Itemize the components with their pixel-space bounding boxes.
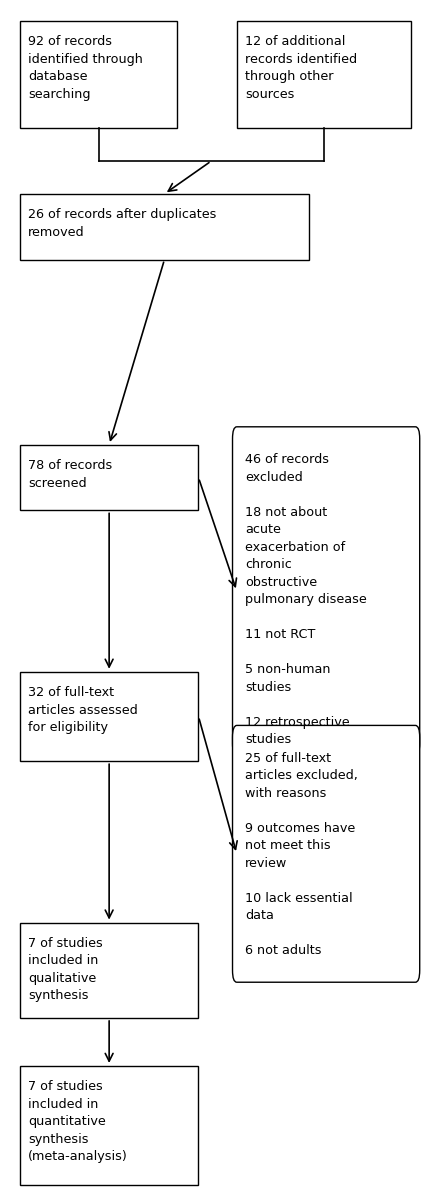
Text: 92 of records
identified through
database
searching: 92 of records identified through databas… [28, 35, 143, 101]
Text: 32 of full-text
articles assessed
for eligibility: 32 of full-text articles assessed for el… [28, 686, 138, 734]
Text: 7 of studies
included in
qualitative
synthesis: 7 of studies included in qualitative syn… [28, 937, 103, 1002]
Text: 78 of records
screened: 78 of records screened [28, 460, 112, 490]
Text: 12 of additional
records identified
through other
sources: 12 of additional records identified thro… [245, 35, 356, 101]
FancyBboxPatch shape [20, 672, 198, 761]
Text: 7 of studies
included in
quantitative
synthesis
(meta-analysis): 7 of studies included in quantitative sy… [28, 1080, 128, 1163]
FancyBboxPatch shape [236, 20, 410, 128]
FancyBboxPatch shape [20, 1066, 198, 1186]
Text: 26 of records after duplicates
removed: 26 of records after duplicates removed [28, 209, 216, 239]
Text: 46 of records
excluded

18 not about
acute
exacerbation of
chronic
obstructive
p: 46 of records excluded 18 not about acut… [245, 454, 366, 746]
Text: 25 of full-text
articles excluded,
with reasons

9 outcomes have
not meet this
r: 25 of full-text articles excluded, with … [245, 751, 357, 958]
FancyBboxPatch shape [20, 20, 177, 128]
FancyBboxPatch shape [232, 726, 419, 983]
FancyBboxPatch shape [232, 427, 419, 755]
FancyBboxPatch shape [20, 194, 308, 259]
FancyBboxPatch shape [20, 923, 198, 1018]
FancyBboxPatch shape [20, 445, 198, 510]
